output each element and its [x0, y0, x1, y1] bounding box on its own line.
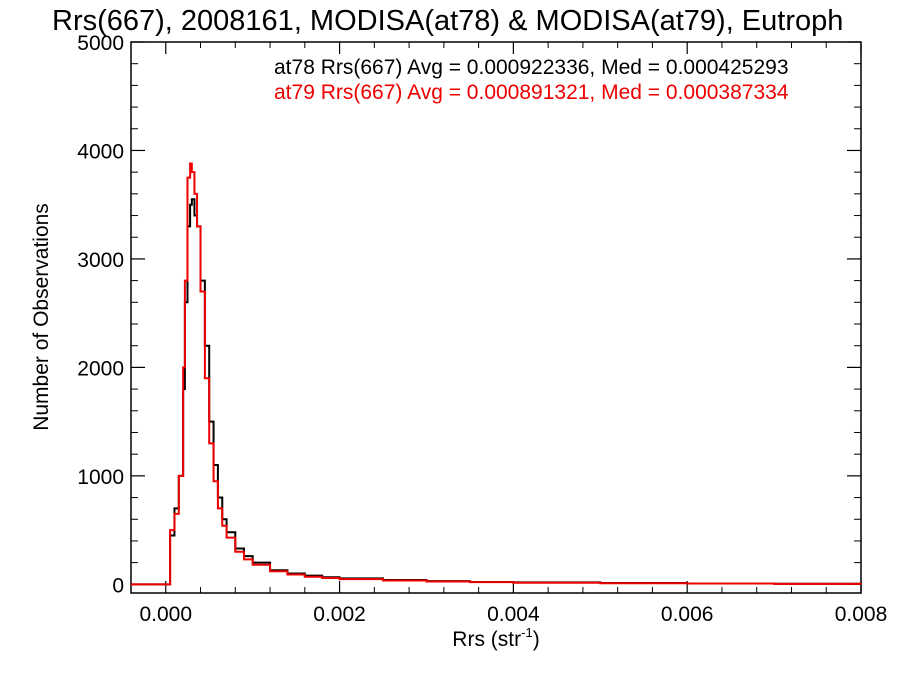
- x-tick-label: 0.004: [487, 603, 540, 626]
- plot-frame: [130, 41, 862, 594]
- x-tick-label: 0.006: [661, 603, 714, 626]
- y-tick-label: 2000: [77, 357, 124, 380]
- y-tick-label: 3000: [77, 249, 124, 272]
- x-axis-label-superscript: -1: [521, 625, 533, 640]
- series-layer: [131, 162, 862, 586]
- y-tick-label: 1000: [77, 466, 124, 489]
- annotation-at78: at78 Rrs(667) Avg = 0.000922336, Med = 0…: [274, 56, 789, 79]
- x-tick-label: 0.002: [313, 603, 366, 626]
- annotation-at79: at79 Rrs(667) Avg = 0.000891321, Med = 0…: [274, 81, 789, 104]
- y-axis-label: Number of Observations: [30, 203, 53, 431]
- x-tick-label: 0.000: [139, 603, 192, 626]
- x-axis-label-close: ): [533, 628, 540, 651]
- chart-title: Rrs(667), 2008161, MODISA(at78) & MODISA…: [52, 5, 843, 37]
- series-line-at79: [131, 162, 862, 586]
- plot-border: [130, 41, 862, 594]
- y-tick-label: 5000: [77, 32, 124, 55]
- x-axis-label-main: Rrs (str: [452, 628, 521, 651]
- x-axis-label: Rrs (str-1): [452, 625, 539, 651]
- y-tick-label: 0: [112, 574, 124, 597]
- x-tick-label: 0.008: [835, 603, 888, 626]
- y-axis-ticks: 0 1000 2000 3000 4000 5000: [77, 32, 861, 597]
- annotations: at78 Rrs(667) Avg = 0.000922336, Med = 0…: [274, 56, 789, 104]
- y-tick-label: 4000: [77, 140, 124, 163]
